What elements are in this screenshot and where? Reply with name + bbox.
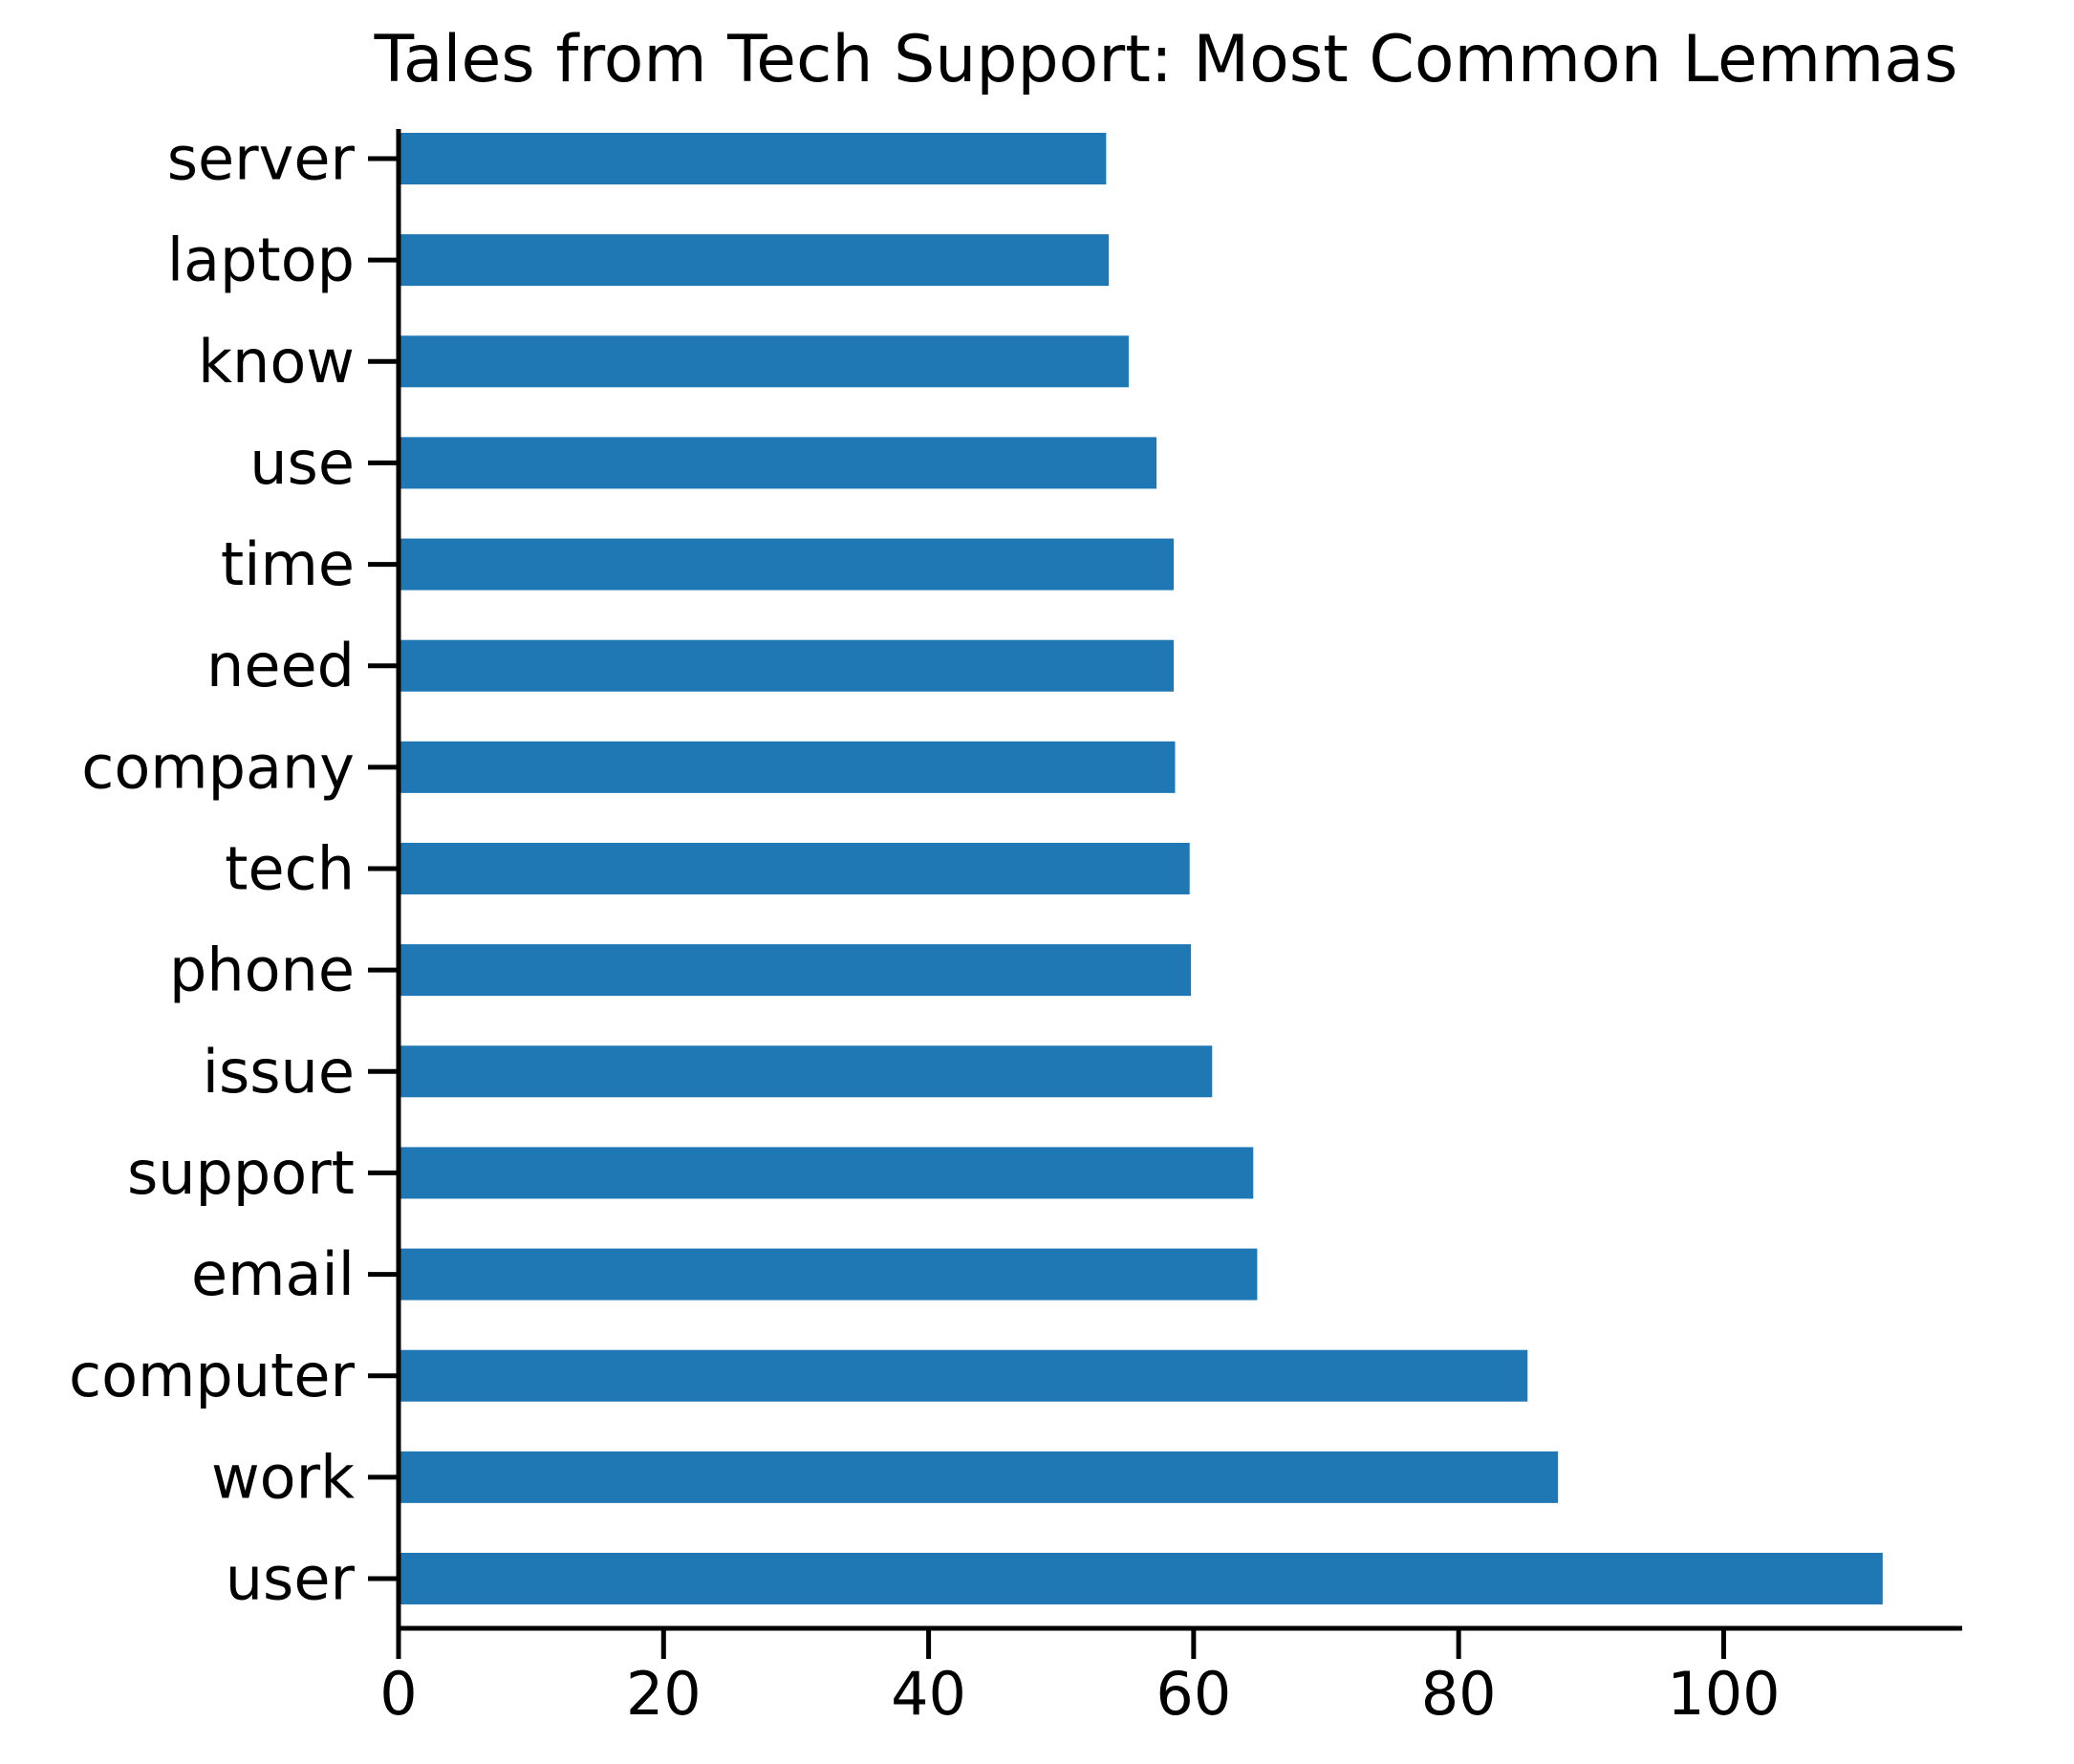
chart-title: Tales from Tech Support: Most Common Lem… [374,22,1958,97]
bar-issue [399,1045,1213,1098]
y-tick-label-time: time [221,529,355,599]
x-tick-label: 40 [891,1659,966,1729]
bar-user [399,1553,1883,1604]
bar-email [399,1248,1258,1301]
bar-use [399,437,1157,489]
y-tick-label-use: use [249,428,355,498]
bar-server [399,133,1107,184]
bar-need [399,639,1175,692]
y-tick-label-computer: computer [69,1341,356,1410]
bar-time [399,538,1175,591]
bars-group [399,133,1883,1604]
bar-know [399,335,1129,388]
y-tick-label-server: server [167,124,356,194]
bar-work [399,1451,1559,1503]
y-tick-label-support: support [127,1138,355,1208]
bar-company [399,741,1176,793]
bar-phone [399,944,1192,997]
y-tick-label-need: need [206,631,355,700]
bar-computer [399,1349,1528,1402]
y-tick-label-user: user [226,1544,356,1614]
x-tick-label: 60 [1156,1659,1231,1729]
bar-tech [399,843,1190,894]
y-tick-label-laptop: laptop [167,226,355,295]
bar-support [399,1147,1254,1199]
y-tick-label-know: know [198,327,355,397]
x-tick-label: 20 [626,1659,702,1729]
y-axis: user work computer email support issue phone te… [69,124,401,1628]
x-tick-label: 100 [1667,1659,1780,1729]
y-tick-label-issue: issue [203,1037,355,1107]
y-tick-label-email: email [191,1239,355,1309]
x-tick-label: 80 [1421,1659,1497,1729]
y-tick-label-company: company [81,732,355,802]
x-tick-label: 0 [379,1659,417,1729]
y-tick-label-work: work [211,1442,355,1512]
y-tick-label-phone: phone [169,936,355,1005]
x-axis: 0 20 40 60 80 100 [379,1625,1962,1729]
y-tick-label-tech: tech [225,834,355,904]
bar-laptop [399,234,1110,287]
